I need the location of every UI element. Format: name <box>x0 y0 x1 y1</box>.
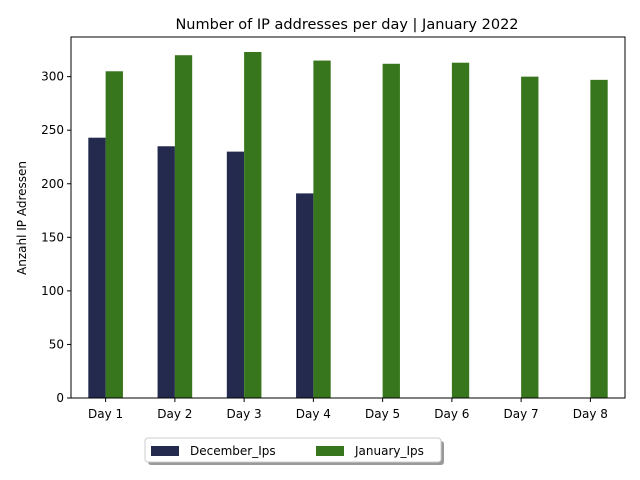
bar-december-ips <box>88 137 106 398</box>
x-tick-label: Day 4 <box>296 407 331 421</box>
bar-january-ips <box>313 60 331 398</box>
bar-january-ips <box>521 76 539 399</box>
legend: December_Ips January_Ips <box>144 437 444 465</box>
bar-january-ips <box>590 79 608 398</box>
x-tick-label: Day 1 <box>88 407 123 421</box>
legend-box <box>144 437 442 463</box>
bar-december-ips <box>296 193 314 398</box>
bar-january-ips <box>105 71 123 398</box>
bar-december-ips <box>226 151 245 398</box>
legend-swatch <box>151 446 179 456</box>
y-axis-label: Anzahl IP Adressen <box>15 161 29 275</box>
x-tick-label: Day 8 <box>573 407 608 421</box>
x-tick-label: Day 2 <box>157 407 192 421</box>
y-tick-label: 150 <box>41 230 64 244</box>
x-tick-label: Day 3 <box>227 407 262 421</box>
y-tick-label: 300 <box>41 70 64 84</box>
bar-january-ips <box>451 62 470 398</box>
x-tick-label: Day 6 <box>434 407 469 421</box>
y-tick-label: 0 <box>56 391 64 405</box>
bar-december-ips <box>157 146 175 398</box>
legend-swatch <box>316 446 344 456</box>
bar-january-ips <box>174 55 193 398</box>
plot-area-frame <box>70 36 626 399</box>
legend-label: December_Ips <box>190 444 276 458</box>
x-tick-label: Day 7 <box>504 407 539 421</box>
y-axis-ticks: 0 50 100 150 200 250 300 <box>41 70 71 405</box>
x-tick-label: Day 5 <box>365 407 400 421</box>
bars <box>88 51 608 399</box>
y-tick-label: 100 <box>41 284 64 298</box>
bar-january-ips <box>382 63 400 398</box>
chart-title: Number of IP addresses per day | January… <box>175 17 518 33</box>
bar-january-ips <box>244 51 262 398</box>
y-tick-label: 200 <box>41 177 64 191</box>
y-tick-label: 50 <box>49 337 64 351</box>
x-axis-ticks: Day 1 Day 2 Day 3 Day 4 Day 5 Day 6 Day 7 Day 8 <box>88 398 608 421</box>
y-tick-label: 250 <box>41 123 64 137</box>
legend-label: January_Ips <box>354 444 424 458</box>
